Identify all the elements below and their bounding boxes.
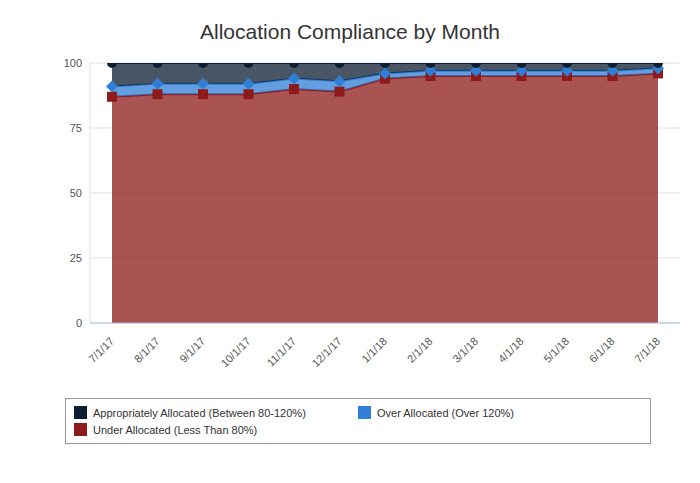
svg-text:6/1/18: 6/1/18 bbox=[587, 335, 617, 365]
svg-text:7/1/17: 7/1/17 bbox=[86, 335, 116, 365]
html-text:Allocation Compliance by Month: Allocation Compliance by Month bbox=[200, 20, 500, 43]
svg-text:25: 25 bbox=[70, 252, 82, 264]
html-text:Appropriately Allocated (Betwe: Appropriately Allocated (Between 80-120%… bbox=[93, 406, 306, 419]
svg-text:0: 0 bbox=[76, 317, 82, 329]
svg-text:10/1/17: 10/1/17 bbox=[218, 335, 252, 369]
svg-text:1/1/18: 1/1/18 bbox=[359, 335, 389, 365]
svg-text:100: 100 bbox=[64, 57, 82, 69]
svg-text:3/1/18: 3/1/18 bbox=[450, 335, 480, 365]
svg-text:9/1/17: 9/1/17 bbox=[177, 335, 207, 365]
svg-text:5/1/18: 5/1/18 bbox=[541, 335, 571, 365]
svg-text:8/1/17: 8/1/17 bbox=[132, 335, 162, 365]
svg-text:50: 50 bbox=[70, 187, 82, 199]
svg-text:7/1/18: 7/1/18 bbox=[632, 335, 662, 365]
svg-text:11/1/17: 11/1/17 bbox=[264, 335, 298, 369]
html-text:Under Allocated (Less Than 80%: Under Allocated (Less Than 80%) bbox=[93, 423, 258, 436]
svg-text:4/1/18: 4/1/18 bbox=[496, 335, 526, 365]
svg-text:75: 75 bbox=[70, 122, 82, 134]
html-text:Over Allocated (Over 120%): Over Allocated (Over 120%) bbox=[377, 406, 514, 419]
svg-text:2/1/18: 2/1/18 bbox=[405, 335, 435, 365]
svg-text:12/1/17: 12/1/17 bbox=[309, 335, 343, 369]
